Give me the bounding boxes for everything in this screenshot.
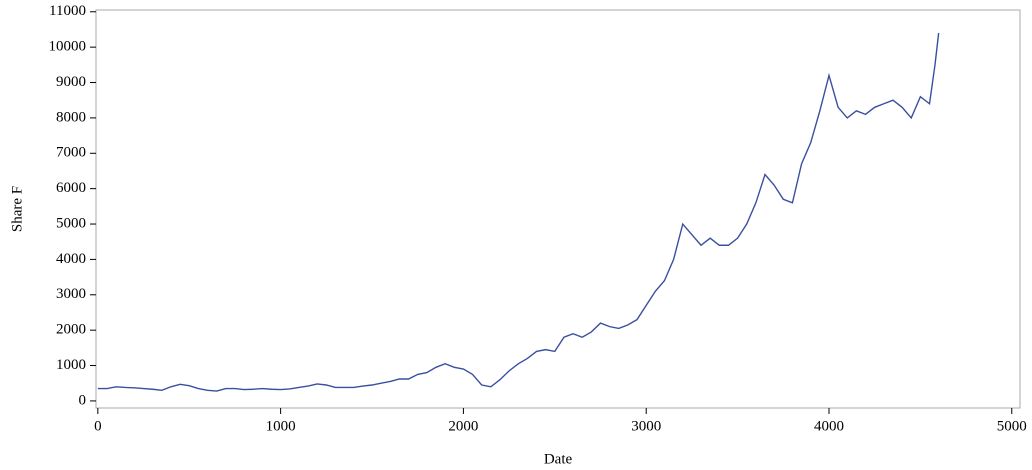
plot-frame [95, 9, 1021, 409]
y-tick-label: 5000 [56, 215, 86, 231]
y-tick-label: 1000 [56, 357, 86, 373]
y-tick-label: 10000 [49, 39, 87, 55]
y-tick-label: 3000 [56, 286, 86, 302]
y-axis-label: Share F [9, 186, 25, 232]
y-tick-label: 4000 [56, 251, 86, 267]
y-tick-label: 9000 [56, 74, 86, 90]
y-tick-label: 8000 [56, 109, 86, 125]
data-line [97, 32, 940, 392]
x-tick-label: 0 [94, 418, 102, 434]
y-tick-label: 6000 [56, 180, 86, 196]
x-tick-label: 3000 [631, 418, 661, 434]
y-tick-label: 7000 [56, 145, 86, 161]
x-tick-label: 5000 [997, 418, 1027, 434]
x-axis-label: Date [544, 451, 573, 467]
x-tick-label: 2000 [448, 418, 478, 434]
x-tick-label: 1000 [266, 418, 296, 434]
y-tick-label: 0 [79, 392, 87, 408]
y-tick-label: 11000 [49, 3, 86, 19]
x-tick-label: 4000 [814, 418, 844, 434]
y-tick-label: 2000 [56, 322, 86, 338]
